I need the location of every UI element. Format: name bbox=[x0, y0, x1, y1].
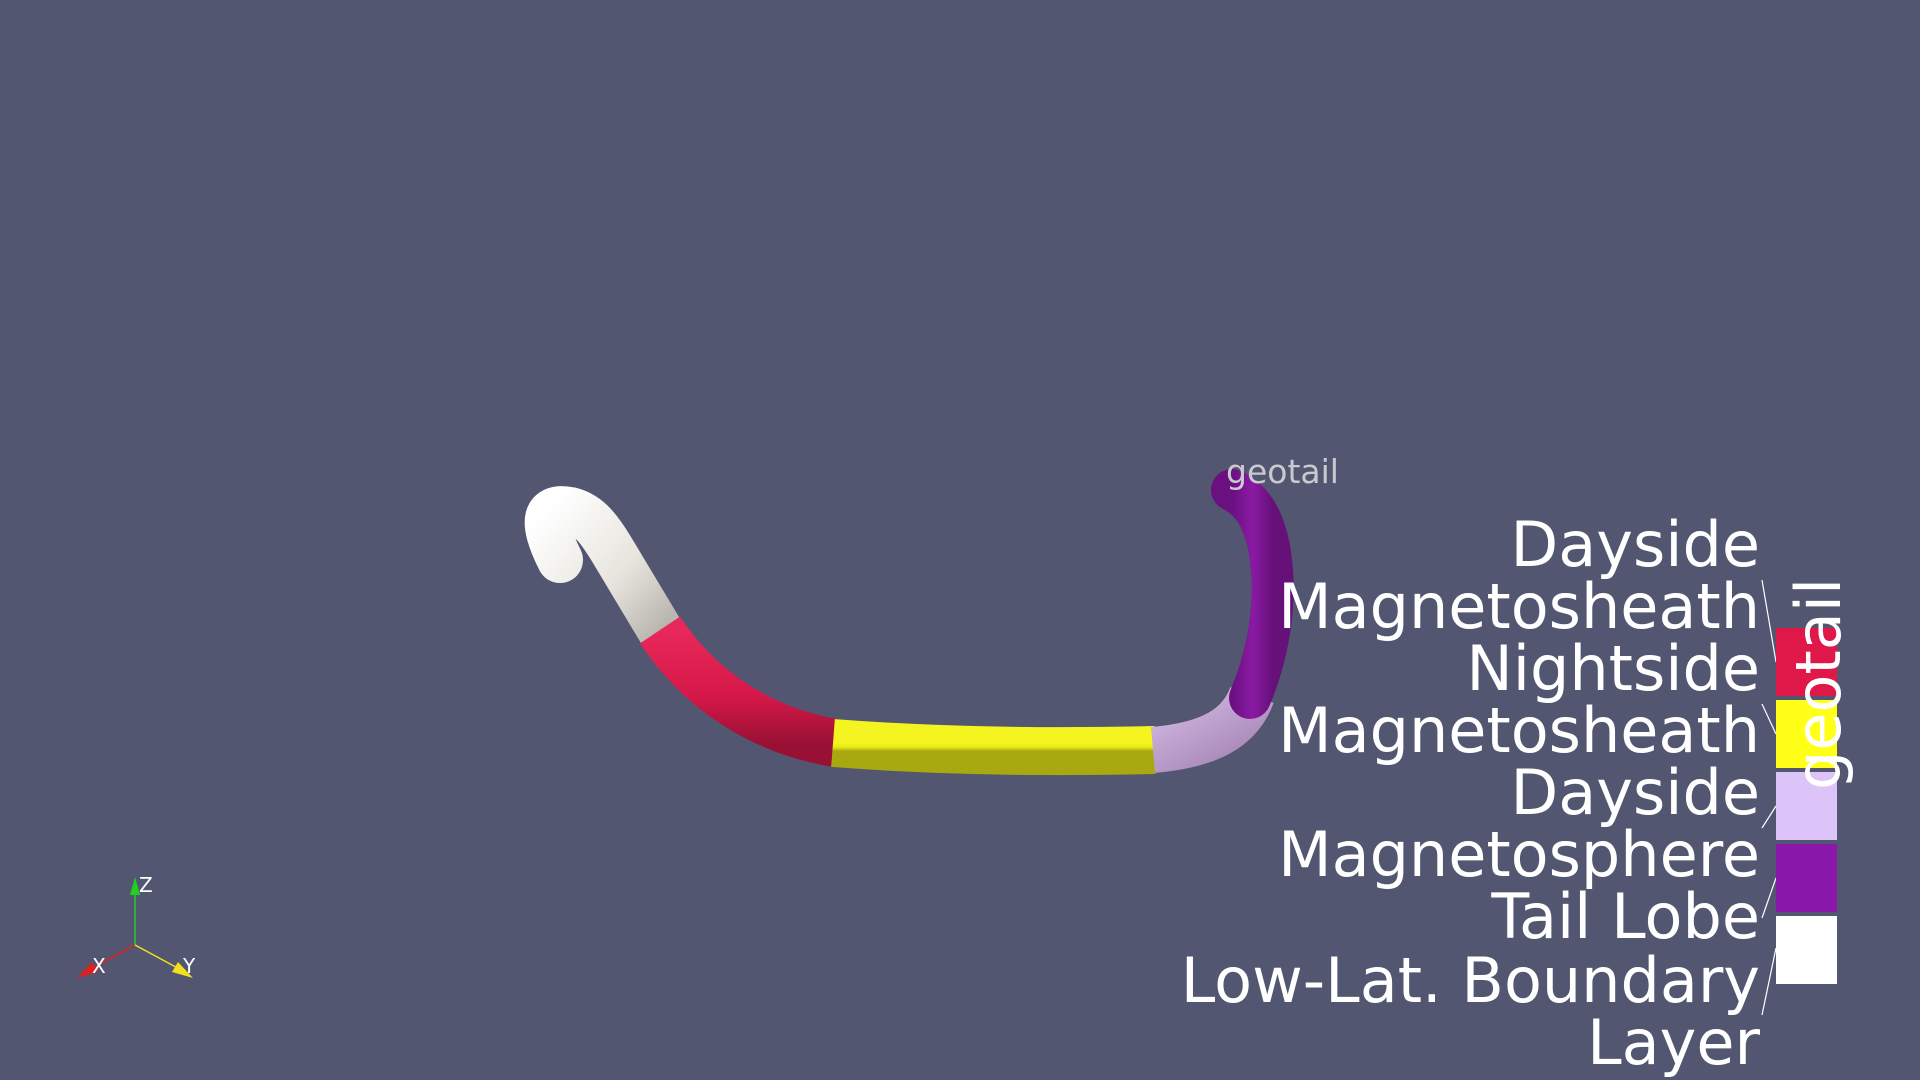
tube-segment-nightside-magnetosheath bbox=[831, 719, 1156, 776]
y-axis-cone bbox=[172, 962, 193, 978]
z-axis-label: Z bbox=[139, 873, 153, 897]
tube-segment-llbl bbox=[524, 486, 683, 653]
legend-label-llbl-1: Low-Lat. Boundary bbox=[1180, 944, 1760, 1017]
legend-title: geotail bbox=[1782, 577, 1855, 790]
legend-label-nightside-magnetosheath-1: Nightside bbox=[1466, 632, 1760, 705]
legend-swatch-dayside-magnetosheath bbox=[1776, 628, 1837, 696]
legend-swatch-tail-lobe bbox=[1776, 844, 1837, 912]
legend-label-dayside-magnetosphere-1: Dayside bbox=[1510, 756, 1760, 829]
actor-label: geotail bbox=[1226, 452, 1339, 491]
legend-label-dayside-magnetosheath-1: Dayside bbox=[1510, 508, 1760, 581]
z-axis-cone bbox=[130, 877, 140, 895]
legend-label-llbl-2: Layer bbox=[1587, 1006, 1760, 1079]
tube-segment-dayside-magnetosheath bbox=[640, 616, 840, 767]
x-axis-cone bbox=[77, 962, 98, 978]
y-axis-label: Y bbox=[183, 954, 196, 978]
orientation-axes bbox=[77, 877, 193, 978]
legend-swatch-dayside-magnetosphere bbox=[1776, 772, 1837, 840]
x-axis-label: X bbox=[92, 954, 106, 978]
legend-label-tail-lobe: Tail Lobe bbox=[1491, 880, 1760, 953]
legend-swatch-nightside-magnetosheath bbox=[1776, 700, 1837, 768]
legend-label-dayside-magnetosphere-2: Magnetosphere bbox=[1278, 818, 1760, 891]
legend-swatch-llbl bbox=[1776, 916, 1837, 984]
tube-segment-tail-lobe bbox=[1211, 469, 1294, 719]
legend-label-nightside-magnetosheath-2: Magnetosheath bbox=[1278, 694, 1760, 767]
legend-connectors bbox=[1761, 579, 1777, 1016]
legend-label-dayside-magnetosheath-2: Magnetosheath bbox=[1278, 570, 1760, 643]
